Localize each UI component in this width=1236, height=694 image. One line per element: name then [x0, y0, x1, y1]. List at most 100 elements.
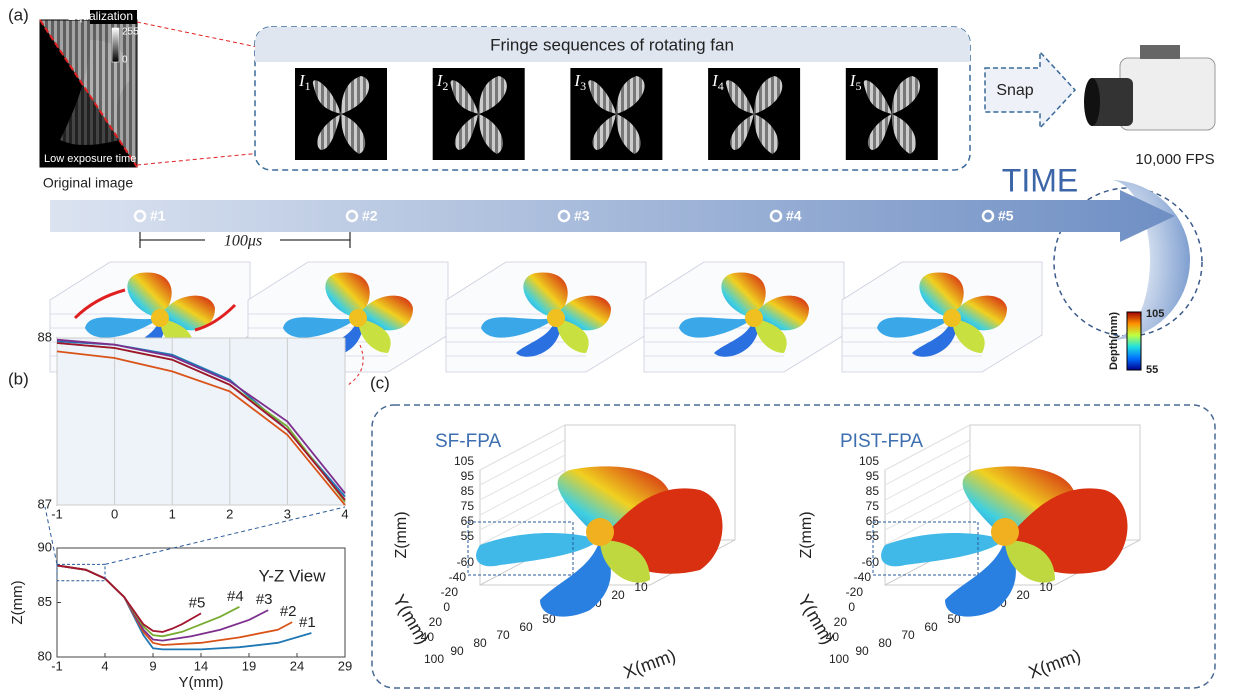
frame-index: 2: [442, 79, 448, 93]
z-tick-label: 95: [461, 469, 475, 483]
x-axis-label: Y(mm): [179, 674, 224, 691]
x-tick-label: 29: [338, 658, 352, 673]
x-tick-label: 100: [424, 652, 444, 666]
panel-label: (b): [8, 369, 29, 388]
annotation: Y-Z View: [258, 566, 326, 585]
sequence-title: Fringe sequences of rotating fan: [490, 35, 734, 54]
depth-max: 105: [1146, 308, 1164, 320]
interval-label: 100μs: [224, 233, 262, 250]
z-tick-label: 105: [454, 454, 474, 468]
fan-hub: [991, 518, 1019, 546]
fan-hub: [943, 309, 961, 327]
y-tick-label: 20: [429, 615, 443, 629]
x-tick-label: 19: [242, 658, 256, 673]
x-tick-label: 20: [611, 588, 625, 602]
series-label: #5: [189, 594, 206, 611]
y-tick-label: -40: [449, 570, 467, 584]
time-tick-label: #4: [786, 208, 802, 224]
time-tick-label: #2: [362, 208, 378, 224]
y-tick-label: 20: [834, 615, 848, 629]
fan-hub: [547, 309, 565, 327]
panel-label: (c): [370, 373, 390, 392]
z-tick-label: 95: [866, 469, 880, 483]
x-tick-label: 80: [473, 636, 487, 650]
page: { "panel_labels": ["(a)", "(b)", "(c)"],…: [0, 0, 1236, 694]
depth-colorbar: [1127, 312, 1141, 370]
z-tick-label: 75: [461, 499, 475, 513]
x-tick-label: 70: [496, 628, 510, 642]
time-tick-label: #1: [150, 208, 166, 224]
frame-index: 3: [580, 79, 586, 93]
y-tick-label: 0: [848, 600, 855, 614]
fan-blade: [881, 533, 1005, 566]
method-label: PIST-FPA: [840, 431, 923, 452]
y-tick-label: 0: [443, 600, 450, 614]
x-axis-label: X(mm): [621, 645, 679, 682]
original-caption: Original image: [43, 175, 133, 191]
z-tick-label: 75: [866, 499, 880, 513]
y-tick-label: 80: [38, 648, 52, 663]
scale-max: 255: [122, 27, 139, 38]
frame-index: 4: [718, 79, 724, 93]
camera: [1084, 45, 1215, 130]
y-axis-label: Y(mm): [389, 591, 433, 648]
fan-hub: [151, 309, 169, 327]
y-tick-label: 88: [38, 329, 52, 344]
x-tick-label: 60: [519, 620, 533, 634]
grid-line: [480, 485, 565, 530]
x-tick-label: 1: [169, 506, 176, 521]
y-tick-label: -60: [862, 555, 880, 569]
grid-line: [885, 455, 970, 500]
x-tick-label: 90: [450, 644, 464, 658]
z-tick-label: 85: [866, 484, 880, 498]
time-label: TIME: [1002, 162, 1078, 198]
y-tick-label: -20: [441, 585, 459, 599]
equalization-label: Equalization: [68, 9, 133, 23]
frame-index: 1: [305, 79, 311, 93]
x-tick-label: 100: [829, 652, 849, 666]
depth-label: Depth(mm): [1108, 312, 1120, 370]
time-tick-label: #3: [574, 208, 590, 224]
scale-min: 0: [122, 55, 128, 66]
zoom-line: [137, 22, 262, 48]
x-tick-label: 60: [924, 620, 938, 634]
low-exposure-label: Low exposure time: [44, 153, 136, 165]
z-tick-label: 85: [461, 484, 475, 498]
x-tick-label: -1: [51, 506, 63, 521]
y-tick-label: 90: [38, 539, 52, 554]
x-tick-label: 9: [149, 658, 156, 673]
fan-hub: [586, 518, 614, 546]
y-tick-label: -60: [457, 555, 475, 569]
x-tick-label: 3: [284, 506, 291, 521]
x-tick-label: 0: [111, 506, 118, 521]
panel-label: (a): [8, 5, 29, 24]
body: (a) (b) (c) Equalization 255 0 Low expos…: [0, 0, 1236, 694]
y-tick-label: -20: [846, 585, 864, 599]
z-tick-label: 55: [866, 529, 880, 543]
z-tick-label: 55: [461, 529, 475, 543]
x-tick-label: 80: [878, 636, 892, 650]
y-tick-label: -40: [854, 570, 872, 584]
z-axis-label: Z(mm): [393, 511, 410, 558]
y-tick-label: 85: [38, 594, 52, 609]
time-tick-label: #5: [998, 208, 1014, 224]
figure: (a) (b) (c) Equalization 255 0 Low expos…: [0, 0, 1236, 694]
y-axis-label: Y(mm): [794, 591, 838, 648]
x-tick-label: 20: [1016, 588, 1030, 602]
x-tick-label: 4: [101, 658, 108, 673]
x-tick-label: 2: [226, 506, 233, 521]
x-tick-label: 90: [855, 644, 869, 658]
y-axis-label: Z(mm): [9, 580, 26, 624]
grid-line: [885, 470, 970, 515]
series-label: #4: [227, 588, 244, 605]
plot-area: [57, 338, 345, 505]
series-label: #1: [299, 614, 316, 631]
method-label: SF-FPA: [435, 431, 501, 452]
x-axis-label: X(mm): [1026, 645, 1084, 682]
x-tick-label: 70: [901, 628, 915, 642]
fan-hub: [349, 309, 367, 327]
x-tick-label: -1: [51, 658, 63, 673]
series-label: #3: [256, 591, 273, 608]
snap-label: Snap: [996, 82, 1033, 99]
fan-hub: [745, 309, 763, 327]
